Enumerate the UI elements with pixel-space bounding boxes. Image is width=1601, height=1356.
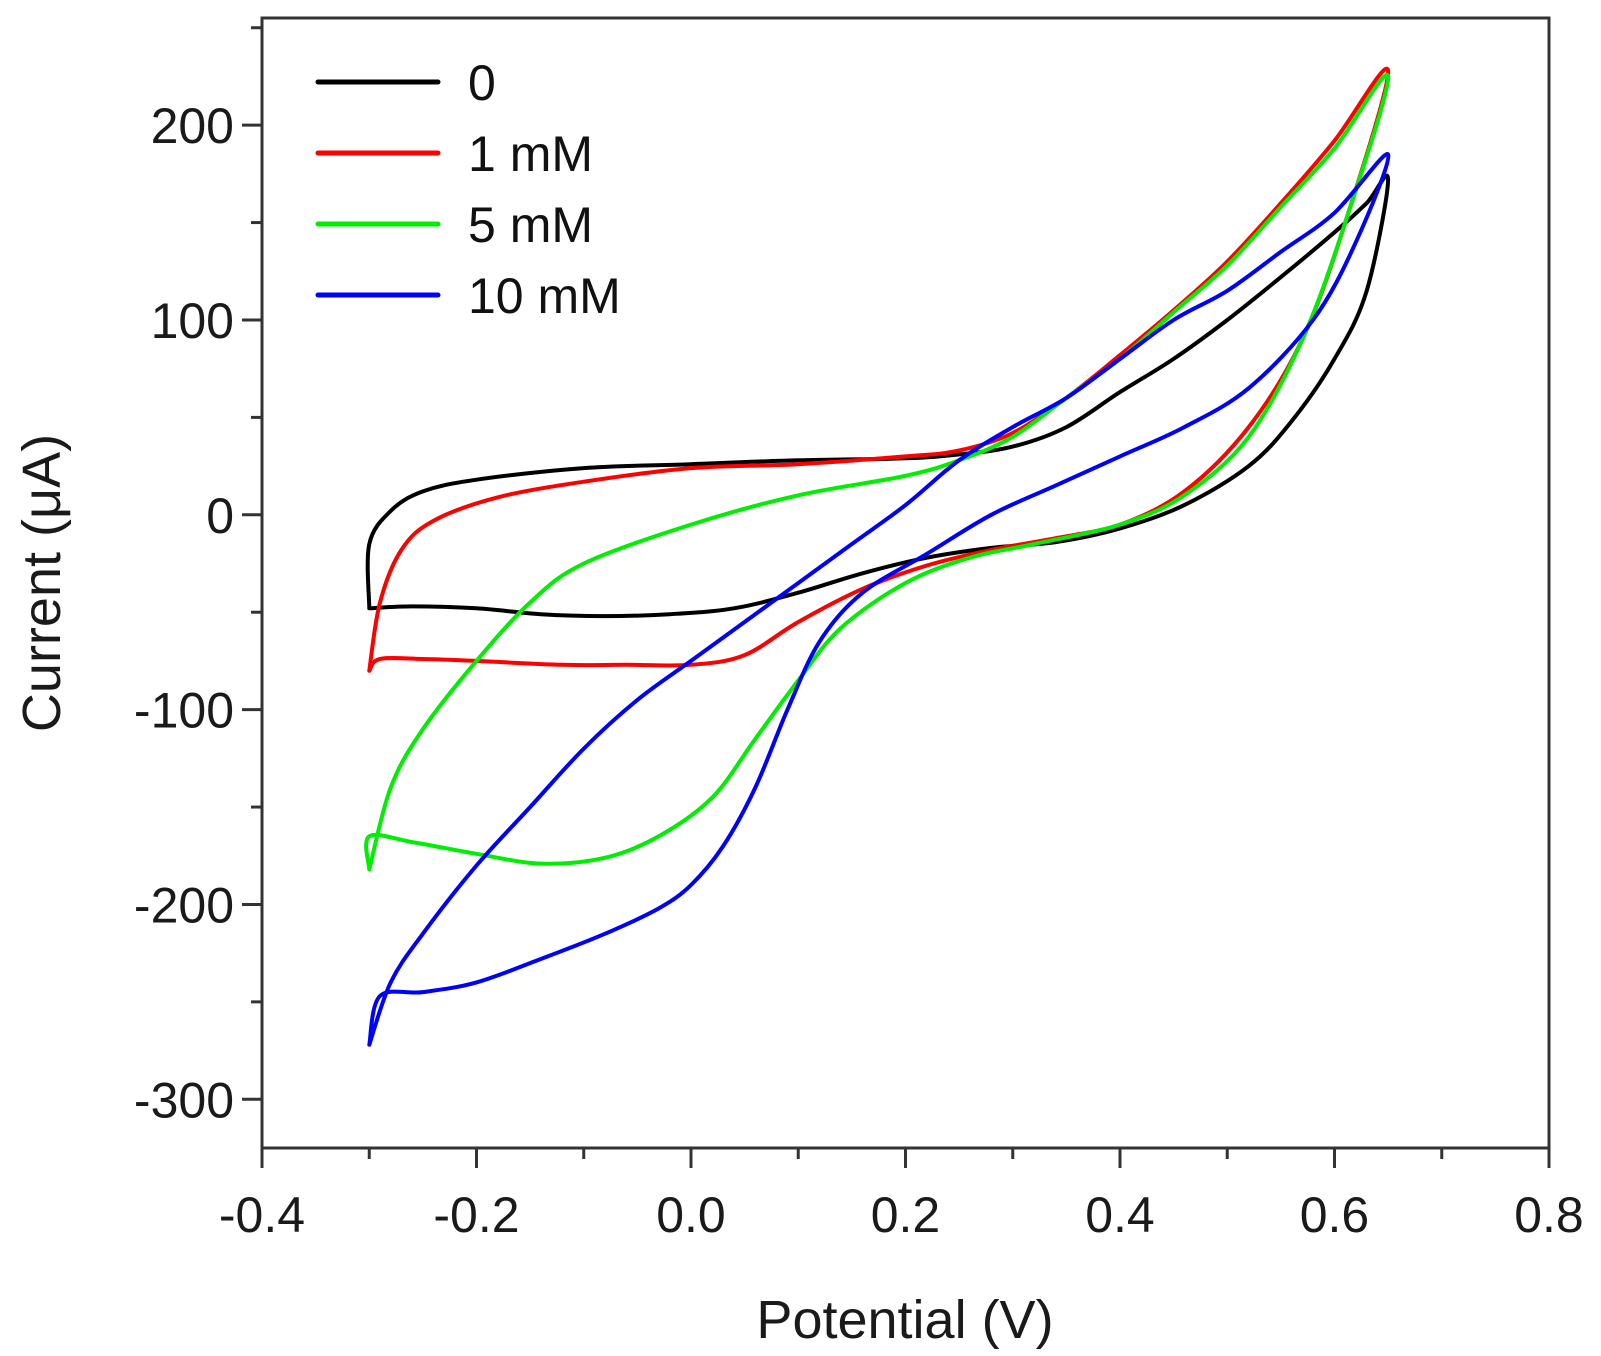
y-tick-label: 0 (206, 488, 234, 544)
plot-area (242, 16, 1551, 1168)
y-tick-label: -300 (134, 1072, 234, 1128)
tick-layer (242, 26, 1551, 1168)
legend-label: 5 mM (468, 197, 593, 253)
x-tick-label: 0.4 (1085, 1187, 1155, 1243)
series-layer (364, 66, 1391, 1047)
x-tick-label: 0.8 (1514, 1187, 1584, 1243)
x-tick-label: -0.4 (219, 1187, 305, 1243)
x-axis-title: Potential (V) (756, 1290, 1053, 1350)
y-tick-label: -100 (134, 683, 234, 739)
legend-label: 1 mM (468, 126, 593, 182)
legend-label: 0 (468, 55, 496, 111)
x-tick-label: 0.0 (656, 1187, 726, 1243)
series-line-0 (365, 173, 1391, 619)
x-tick-label: -0.2 (433, 1187, 519, 1243)
x-tick-label: 0.6 (1300, 1187, 1370, 1243)
y-tick-label: 100 (151, 293, 234, 349)
y-axis-title: Current (μA) (12, 434, 72, 732)
y-tick-label: -200 (134, 877, 234, 933)
series-line-10-mm (367, 152, 1391, 1047)
y-tick-label: 200 (151, 98, 234, 154)
legend-label: 10 mM (468, 268, 621, 324)
legend: 0 1 mM 5 mM 10 mM (315, 55, 621, 324)
x-tick-label: 0.2 (871, 1187, 941, 1243)
